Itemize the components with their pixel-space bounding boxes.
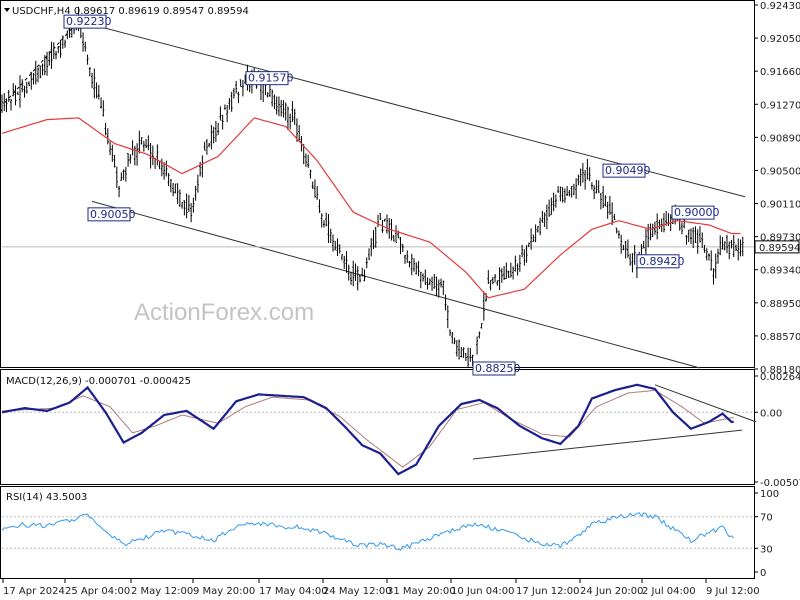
price-annotation-text: 0.92230 <box>66 15 112 28</box>
price-annotation-text: 0.90050 <box>90 208 136 221</box>
rsi-axis-label: 30 <box>760 544 773 555</box>
time-axis-label: 24 Jun 20:00 <box>580 586 644 597</box>
price-panel-frame <box>0 0 755 368</box>
candles-group <box>1 6 744 369</box>
channel-lower-line <box>91 200 701 369</box>
time-axis-label: 10 Jun 04:00 <box>451 586 515 597</box>
price-axis-label: 0.91270 <box>760 100 800 111</box>
time-axis-label: 17 May 04:00 <box>259 586 328 597</box>
price-annotation-text: 0.88250 <box>475 362 521 375</box>
price-annotation: 0.89420 <box>636 254 685 269</box>
time-axis-label: 9 Jul 12:00 <box>706 586 760 597</box>
macd-layer <box>1 383 757 476</box>
price-annotation: 0.88250 <box>472 361 521 376</box>
price-annotation-box <box>636 254 680 269</box>
price-axis-label: 0.90500 <box>760 166 800 177</box>
time-axis-label: 17 Apr 2024 <box>3 586 65 597</box>
price-axis-label: 0.89730 <box>760 233 800 244</box>
rsi-layer <box>1 512 754 551</box>
time-axis-label: 2 Jul 04:00 <box>642 586 696 597</box>
current-price-box <box>754 240 800 254</box>
rsi-panel-frame <box>0 486 755 579</box>
rsi-header-text: RSI(14) 43.5003 <box>6 492 87 503</box>
price-annotation: 0.91570 <box>245 71 294 86</box>
moving-average-line <box>1 117 741 299</box>
price-annotation-box <box>472 361 516 376</box>
macd-axis-label: 0.00264 <box>760 372 800 383</box>
price-axis-label: 0.90110 <box>760 200 800 211</box>
time-axis-label: 2 May 12:00 <box>131 586 193 597</box>
price-annotation-text: 0.90490 <box>605 164 651 177</box>
price-layer: 0.92230 0.91570 0.90050 0.90490 0.90000 0.894… <box>1 6 754 376</box>
macd-axis-label: 0.00 <box>760 408 782 419</box>
watermark: ActionForex.com <box>134 299 314 326</box>
price-annotation-box <box>63 14 107 29</box>
price-annotation: 0.90000 <box>671 205 720 220</box>
time-axis-label: 24 May 12:00 <box>323 586 392 597</box>
time-axis-label: 25 Apr 04:00 <box>65 586 130 597</box>
macd-trendline-upper <box>654 384 757 423</box>
rsi-header: RSI(14) 43.5003 <box>6 492 87 503</box>
price-annotation-text: 0.90000 <box>674 206 720 219</box>
price-axis-label: 0.88950 <box>760 299 800 310</box>
price-annotation-box <box>602 163 646 178</box>
price-annotation: 0.92230 <box>63 14 112 29</box>
price-annotation-box <box>245 71 289 86</box>
macd-line <box>1 383 734 476</box>
price-axis-label: 0.92430 <box>760 1 800 12</box>
price-annotation-box <box>87 207 131 222</box>
macd-trendline-lower <box>472 429 743 460</box>
price-annotation-box <box>671 205 715 220</box>
price-axis-label: 0.91660 <box>760 67 800 78</box>
dashed-trend-line <box>4 20 79 103</box>
price-annotation-text: 0.91570 <box>248 72 294 85</box>
price-axis-label: 0.89340 <box>760 266 800 277</box>
price-annotation: 0.90050 <box>87 207 136 222</box>
macd-panel-frame <box>0 369 755 485</box>
rsi-axis-label: 0 <box>760 568 766 579</box>
price-axis-label: 0.88570 <box>760 332 800 343</box>
dropdown-triangle-icon[interactable] <box>4 8 10 12</box>
rsi-axis-label: 70 <box>760 513 773 524</box>
rsi-line <box>1 512 735 551</box>
rsi-axis-label: 100 <box>760 489 779 500</box>
macd-signal-line <box>1 389 734 468</box>
time-axis-label: 17 Jun 12:00 <box>516 586 580 597</box>
price-axis-label: 0.90890 <box>760 133 800 144</box>
macd-axis-label: -0.005077 <box>760 478 800 489</box>
time-axis-label: 9 May 20:00 <box>193 586 255 597</box>
price-annotation-text: 0.89420 <box>639 255 685 268</box>
price-axis-label: 0.88180 <box>760 365 800 376</box>
price-axis-label: 0.92050 <box>760 34 800 45</box>
current-price-label: 0.89594 <box>759 243 800 254</box>
price-header: USDCHF,H4 0.89617 0.89619 0.89547 0.8959… <box>12 6 249 17</box>
time-axis-label: 31 May 20:00 <box>387 586 456 597</box>
price-annotation: 0.90490 <box>602 163 651 178</box>
price-header-text: USDCHF,H4 0.89617 0.89619 0.89547 0.8959… <box>12 6 249 17</box>
macd-header: MACD(12,26,9) -0.000701 -0.000425 <box>6 376 191 387</box>
macd-header-text: MACD(12,26,9) -0.000701 -0.000425 <box>6 376 191 387</box>
